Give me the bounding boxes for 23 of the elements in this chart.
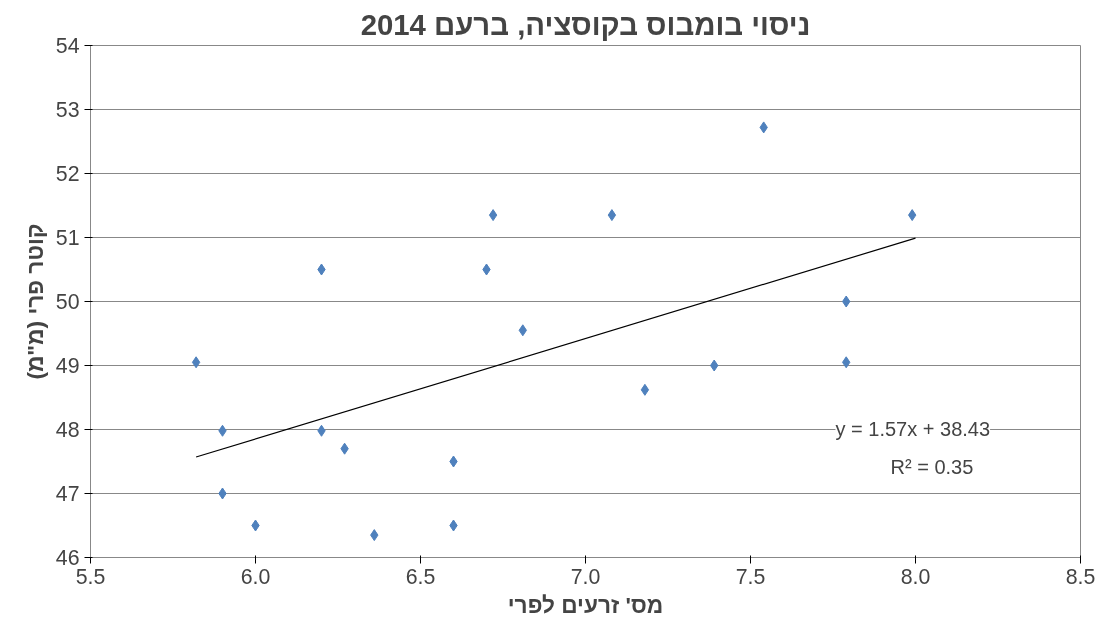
x-axis-title: מס' זרעים לפרי [507, 591, 664, 618]
y-tick-label: 47 [55, 482, 80, 506]
x-tick-label: 8.5 [1065, 564, 1096, 589]
point [607, 209, 617, 222]
y-tick-label: 52 [55, 162, 80, 186]
y-tick-label: 53 [55, 98, 80, 122]
y-tick-label: 50 [55, 290, 80, 314]
x-tick-label: 7.5 [735, 564, 766, 589]
y-tick-label: 51 [55, 226, 80, 250]
point [488, 209, 498, 222]
chart-title: ניסוי בומבוס בקוסציה, ברעם 2014 [360, 7, 811, 41]
y-tick-label: 48 [55, 418, 80, 442]
y-axis-title: קוטר פרי (מ"מ) [21, 223, 48, 380]
x-tick-label: 6.0 [240, 564, 271, 589]
y-tick-label: 54 [55, 34, 80, 58]
point [191, 356, 201, 369]
y-tick-label: 49 [55, 354, 80, 378]
x-tick-label: 7.0 [570, 564, 601, 589]
point [640, 383, 650, 396]
annotation: R² = 0.35 [890, 455, 974, 478]
annotation: y = 1.57x + 38.43 [835, 417, 991, 440]
x-tick-label: 8.0 [900, 564, 931, 589]
x-tick-label: 6.5 [405, 564, 436, 589]
